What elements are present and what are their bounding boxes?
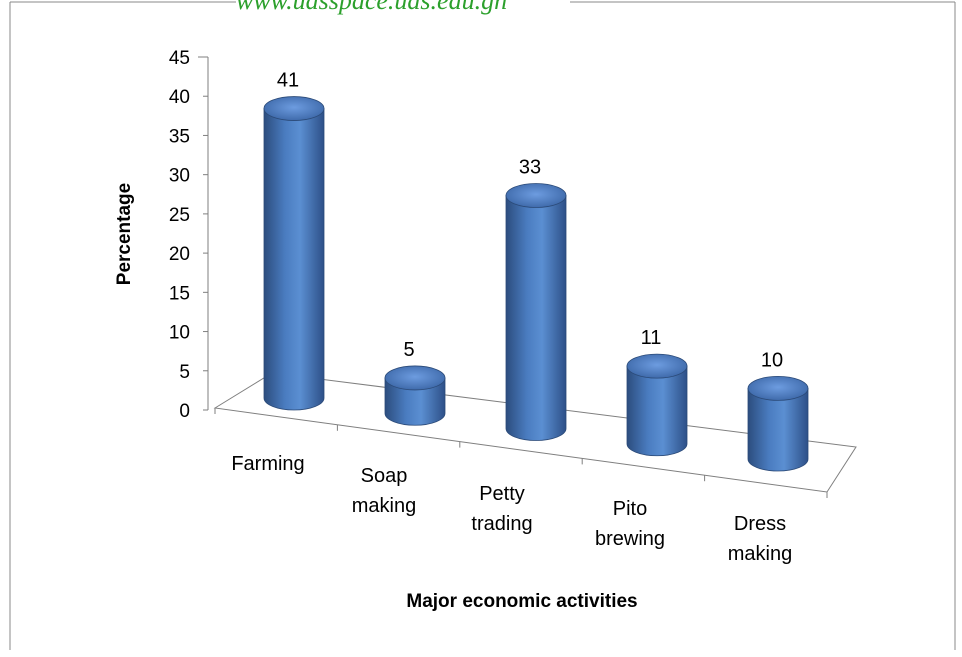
watermark-text: www.udsspace.uds.edu.gh (236, 0, 508, 15)
category-labels-layer: Farming Soap making Petty trading Pito brewing… (231, 453, 792, 565)
bar-1 (384, 365, 446, 426)
bars-layer (263, 96, 809, 472)
data-label: 5 (403, 339, 414, 361)
data-label: 41 (277, 70, 299, 92)
y-tick-label: 10 (169, 323, 190, 344)
bar-4 (747, 375, 809, 472)
category-label: Dress making (728, 513, 792, 565)
category-label: Petty trading (471, 483, 532, 535)
y-tick-label: 20 (169, 244, 190, 265)
x-axis-title: Major economic activities (406, 591, 637, 612)
category-label: Pito brewing (595, 498, 665, 550)
y-tick-label: 45 (169, 48, 190, 69)
data-labels-layer: 41 5 33 11 10 (277, 70, 783, 372)
bar-body (505, 195, 567, 441)
y-axis-title: Percentage (114, 183, 135, 285)
bar-body (747, 388, 809, 472)
bar-body (384, 377, 446, 426)
y-tick-label: 30 (169, 166, 190, 187)
data-label: 11 (641, 327, 662, 349)
y-tick-labels: 0 5 10 15 20 25 30 35 40 45 (169, 48, 190, 422)
bar-2 (505, 183, 567, 441)
axes-layer (198, 56, 857, 498)
y-tick-label: 25 (169, 205, 190, 226)
bar-top (626, 353, 688, 379)
bar-body (626, 365, 688, 457)
y-tick-label: 0 (179, 401, 190, 422)
bar-0 (263, 96, 325, 411)
y-tick-label: 15 (169, 283, 190, 304)
category-label: Soap making (352, 465, 416, 517)
bar-top (505, 183, 567, 208)
y-tick-label: 35 (169, 126, 190, 147)
data-label: 10 (761, 349, 783, 371)
bar-3 (626, 353, 688, 457)
chart-floor (213, 372, 857, 493)
category-label: Farming (231, 453, 304, 475)
bar-top (384, 365, 446, 391)
bar-body (263, 108, 325, 411)
bar-top (263, 96, 325, 121)
bar-top (747, 375, 809, 401)
y-tick-label: 40 (169, 87, 190, 108)
data-label: 33 (519, 157, 541, 179)
y-tick-label: 5 (179, 362, 190, 383)
